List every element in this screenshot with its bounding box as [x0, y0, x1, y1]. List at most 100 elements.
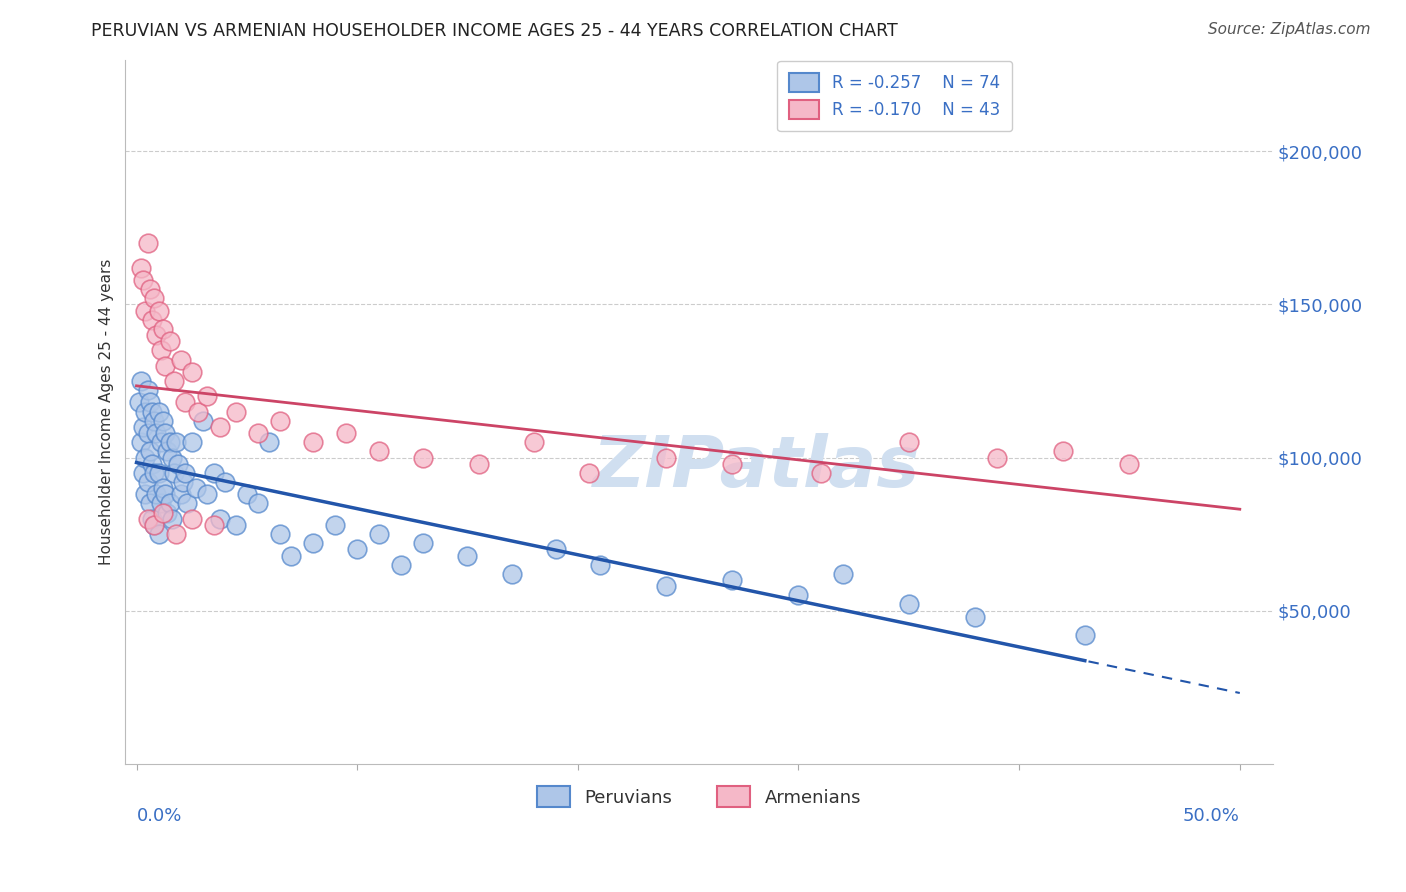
- Point: [132, 466, 155, 480]
- Point: [167, 457, 190, 471]
- Point: [132, 273, 155, 287]
- Point: [143, 517, 166, 532]
- Point: [174, 466, 197, 480]
- Text: ZIPatlas: ZIPatlas: [593, 434, 921, 502]
- Point: [134, 303, 156, 318]
- Point: [831, 566, 853, 581]
- Point: [187, 404, 209, 418]
- Point: [152, 414, 174, 428]
- Point: [152, 481, 174, 495]
- Point: [156, 506, 179, 520]
- Point: [269, 527, 291, 541]
- Text: Source: ZipAtlas.com: Source: ZipAtlas.com: [1208, 22, 1371, 37]
- Point: [184, 481, 207, 495]
- Point: [156, 444, 179, 458]
- Point: [202, 517, 225, 532]
- Point: [136, 475, 159, 489]
- Point: [128, 395, 150, 409]
- Point: [172, 475, 194, 489]
- Point: [148, 466, 170, 480]
- Point: [544, 542, 567, 557]
- Point: [149, 435, 172, 450]
- Point: [148, 404, 170, 418]
- Point: [467, 457, 489, 471]
- Point: [1074, 628, 1097, 642]
- Point: [141, 512, 163, 526]
- Point: [159, 496, 181, 510]
- Point: [129, 435, 152, 450]
- Point: [153, 359, 176, 373]
- Point: [159, 435, 181, 450]
- Y-axis label: Householder Income Ages 25 - 44 years: Householder Income Ages 25 - 44 years: [100, 259, 114, 565]
- Point: [280, 549, 302, 563]
- Point: [389, 558, 412, 572]
- Point: [214, 475, 236, 489]
- Point: [134, 404, 156, 418]
- Point: [153, 487, 176, 501]
- Point: [136, 383, 159, 397]
- Point: [180, 365, 202, 379]
- Point: [148, 303, 170, 318]
- Point: [191, 414, 214, 428]
- Point: [134, 487, 156, 501]
- Point: [174, 395, 197, 409]
- Point: [149, 343, 172, 358]
- Point: [159, 334, 181, 349]
- Point: [141, 457, 163, 471]
- Point: [160, 512, 183, 526]
- Point: [655, 450, 678, 465]
- Point: [225, 404, 247, 418]
- Point: [986, 450, 1008, 465]
- Point: [195, 487, 218, 501]
- Point: [145, 328, 167, 343]
- Point: [143, 414, 166, 428]
- Point: [143, 291, 166, 305]
- Point: [236, 487, 259, 501]
- Point: [257, 435, 280, 450]
- Point: [129, 374, 152, 388]
- Point: [169, 352, 191, 367]
- Point: [721, 573, 744, 587]
- Point: [165, 435, 187, 450]
- Point: [897, 598, 920, 612]
- Point: [153, 425, 176, 440]
- Point: [412, 450, 434, 465]
- Point: [335, 425, 357, 440]
- Point: [129, 260, 152, 275]
- Point: [589, 558, 612, 572]
- Point: [160, 450, 183, 465]
- Point: [368, 444, 391, 458]
- Point: [209, 512, 232, 526]
- Point: [323, 517, 346, 532]
- Point: [897, 435, 920, 450]
- Point: [787, 588, 810, 602]
- Point: [134, 450, 156, 465]
- Point: [578, 466, 600, 480]
- Point: [302, 435, 325, 450]
- Point: [136, 425, 159, 440]
- Point: [139, 496, 162, 510]
- Point: [132, 420, 155, 434]
- Point: [141, 404, 163, 418]
- Point: [145, 487, 167, 501]
- Point: [225, 517, 247, 532]
- Point: [148, 527, 170, 541]
- Legend: Peruvians, Armenians: Peruvians, Armenians: [530, 780, 868, 814]
- Point: [141, 313, 163, 327]
- Point: [163, 466, 186, 480]
- Point: [523, 435, 546, 450]
- Point: [655, 579, 678, 593]
- Point: [143, 466, 166, 480]
- Point: [180, 435, 202, 450]
- Point: [346, 542, 368, 557]
- Point: [152, 322, 174, 336]
- Point: [149, 496, 172, 510]
- Point: [246, 425, 269, 440]
- Point: [180, 512, 202, 526]
- Point: [202, 466, 225, 480]
- Point: [195, 389, 218, 403]
- Point: [163, 374, 186, 388]
- Point: [143, 517, 166, 532]
- Point: [721, 457, 744, 471]
- Point: [139, 395, 162, 409]
